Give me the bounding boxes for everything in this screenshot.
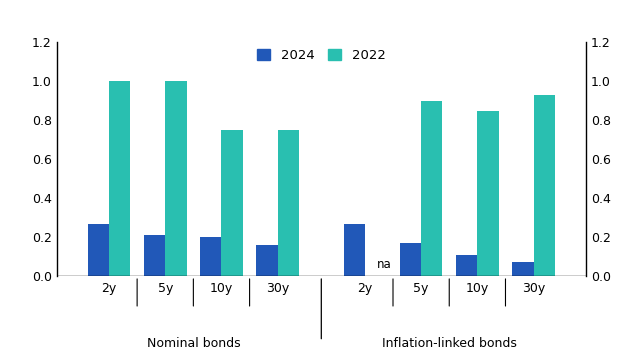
- Bar: [144, 235, 165, 276]
- Bar: [400, 243, 421, 276]
- Bar: [534, 95, 555, 276]
- Bar: [512, 263, 534, 276]
- Text: Nominal bonds: Nominal bonds: [147, 337, 240, 350]
- Legend: 2024, 2022: 2024, 2022: [257, 49, 386, 62]
- Bar: [222, 130, 243, 276]
- Text: Inflation-linked bonds: Inflation-linked bonds: [382, 337, 517, 350]
- Bar: [165, 81, 186, 276]
- Bar: [421, 101, 442, 276]
- Bar: [109, 81, 130, 276]
- Bar: [256, 245, 278, 276]
- Bar: [456, 255, 478, 276]
- Bar: [478, 111, 499, 276]
- Bar: [200, 237, 222, 276]
- Bar: [88, 224, 109, 276]
- Bar: [343, 224, 365, 276]
- Bar: [278, 130, 299, 276]
- Text: na: na: [377, 258, 391, 271]
